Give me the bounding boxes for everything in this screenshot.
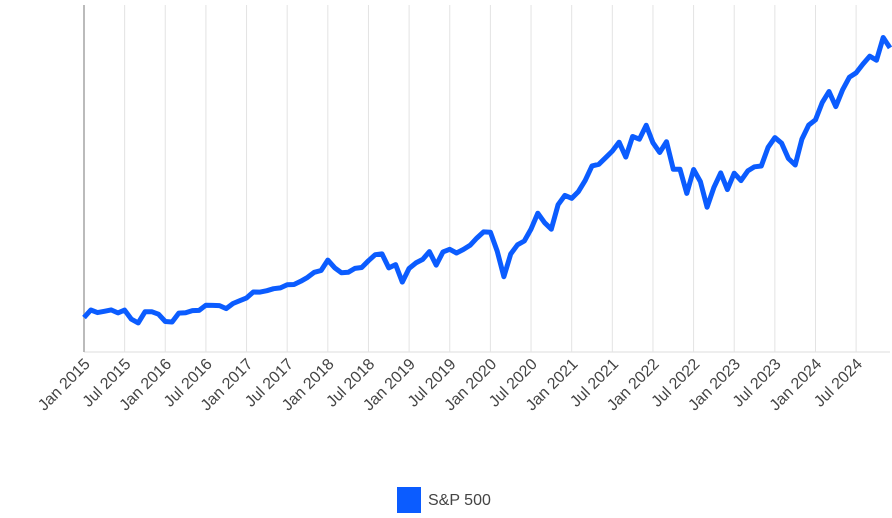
legend: S&P 500 bbox=[397, 487, 491, 513]
line-series bbox=[82, 35, 892, 326]
legend-label: S&P 500 bbox=[428, 492, 491, 509]
legend-swatch bbox=[397, 487, 421, 513]
x-tick-label: Jan 2015 bbox=[35, 356, 94, 415]
